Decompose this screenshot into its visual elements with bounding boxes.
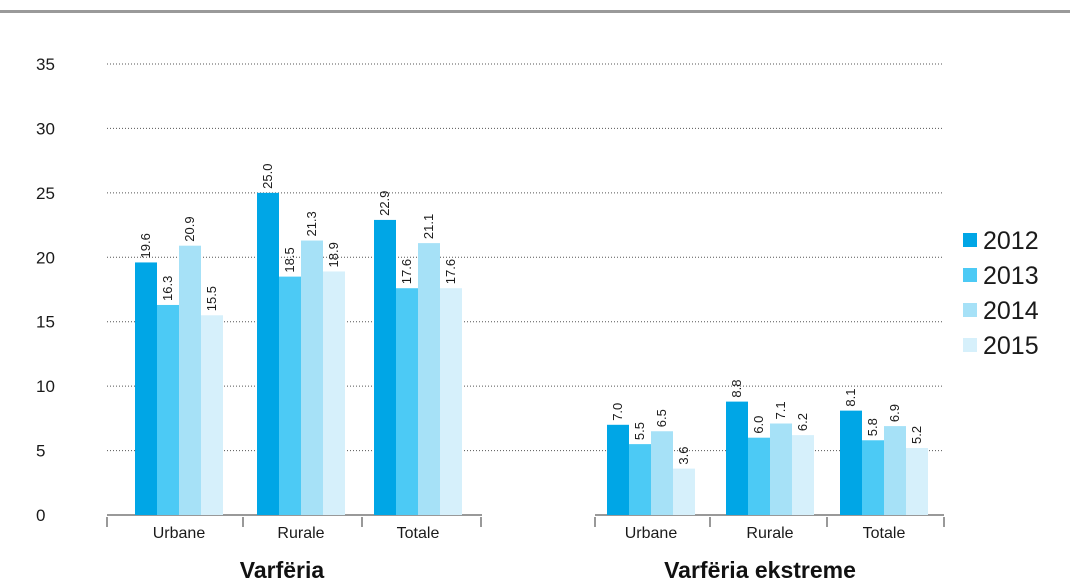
- bar: [792, 435, 814, 515]
- bar: [607, 424, 629, 515]
- y-tick-label: 5: [36, 442, 45, 461]
- grid-layer: [107, 63, 944, 452]
- bar: [906, 447, 928, 515]
- data-label: 6.2: [795, 413, 810, 431]
- data-label: 5.8: [865, 418, 880, 436]
- legend-label: 2013: [983, 262, 1039, 290]
- data-label: 6.9: [887, 404, 902, 422]
- bar: [279, 276, 301, 515]
- data-label: 20.9: [182, 216, 197, 241]
- group-title: Varfëria ekstreme: [664, 557, 856, 583]
- data-label: 7.0: [610, 403, 625, 421]
- bar: [726, 401, 748, 515]
- y-tick-label: 35: [36, 55, 55, 74]
- group-title: Varfëria: [240, 557, 325, 583]
- bar: [157, 304, 179, 515]
- bar: [374, 219, 396, 515]
- data-label: 8.1: [843, 389, 858, 407]
- bar: [179, 245, 201, 515]
- data-label: 21.1: [421, 214, 436, 239]
- bar: [440, 288, 462, 515]
- data-label: 19.6: [138, 233, 153, 258]
- y-tick-label: 30: [36, 119, 55, 138]
- y-tick-label: 20: [36, 248, 55, 267]
- bar: [770, 423, 792, 515]
- data-label: 5.2: [909, 426, 924, 444]
- category-label: Urbane: [625, 525, 678, 542]
- legend-swatch: [963, 338, 977, 352]
- bar: [629, 444, 651, 515]
- legend: 2012 2013 2014 2015: [963, 227, 1039, 360]
- data-label: 8.8: [729, 380, 744, 398]
- data-label: 6.5: [654, 409, 669, 427]
- data-label: 22.9: [377, 191, 392, 216]
- bar: [135, 262, 157, 515]
- legend-label: 2014: [983, 297, 1039, 325]
- bar: [257, 192, 279, 515]
- y-tick-label: 0: [36, 506, 45, 525]
- y-tick-label: 15: [36, 313, 55, 332]
- y-tick-label: 25: [36, 184, 55, 203]
- legend-swatch: [963, 303, 977, 317]
- category-label: Totale: [863, 525, 906, 542]
- legend-label: 2012: [983, 227, 1039, 255]
- y-tick-label: 10: [36, 377, 55, 396]
- category-label: Rurale: [277, 525, 324, 542]
- label-layer: 19.6 16.3 20.9 15.5 25.0 18.5 21.3 18.9 22.9 17.6…: [138, 164, 924, 465]
- data-label: 3.6: [676, 447, 691, 465]
- data-label: 25.0: [260, 164, 275, 189]
- category-label: Urbane: [153, 525, 206, 542]
- bar: [748, 437, 770, 515]
- data-label: 7.1: [773, 401, 788, 419]
- data-label: 6.0: [751, 416, 766, 434]
- data-label: 15.5: [204, 286, 219, 311]
- data-label: 21.3: [304, 211, 319, 236]
- data-label: 18.9: [326, 242, 341, 267]
- bar: [862, 440, 884, 515]
- bar-layer: [135, 192, 928, 515]
- top-rule: [0, 10, 1070, 13]
- data-label: 17.6: [443, 259, 458, 284]
- legend-label: 2015: [983, 332, 1039, 360]
- category-label: Totale: [397, 525, 440, 542]
- bar: [673, 468, 695, 515]
- bar: [301, 240, 323, 515]
- bar: [840, 410, 862, 515]
- category-label: Rurale: [746, 525, 793, 542]
- bar: [884, 426, 906, 515]
- data-label: 17.6: [399, 259, 414, 284]
- bar: [396, 288, 418, 515]
- legend-swatch: [963, 233, 977, 247]
- data-label: 16.3: [160, 276, 175, 301]
- bar: [201, 315, 223, 515]
- data-label: 18.5: [282, 247, 297, 272]
- bar: [418, 243, 440, 515]
- bar: [651, 431, 673, 515]
- data-label: 5.5: [632, 422, 647, 440]
- legend-swatch: [963, 268, 977, 282]
- bar: [323, 271, 345, 515]
